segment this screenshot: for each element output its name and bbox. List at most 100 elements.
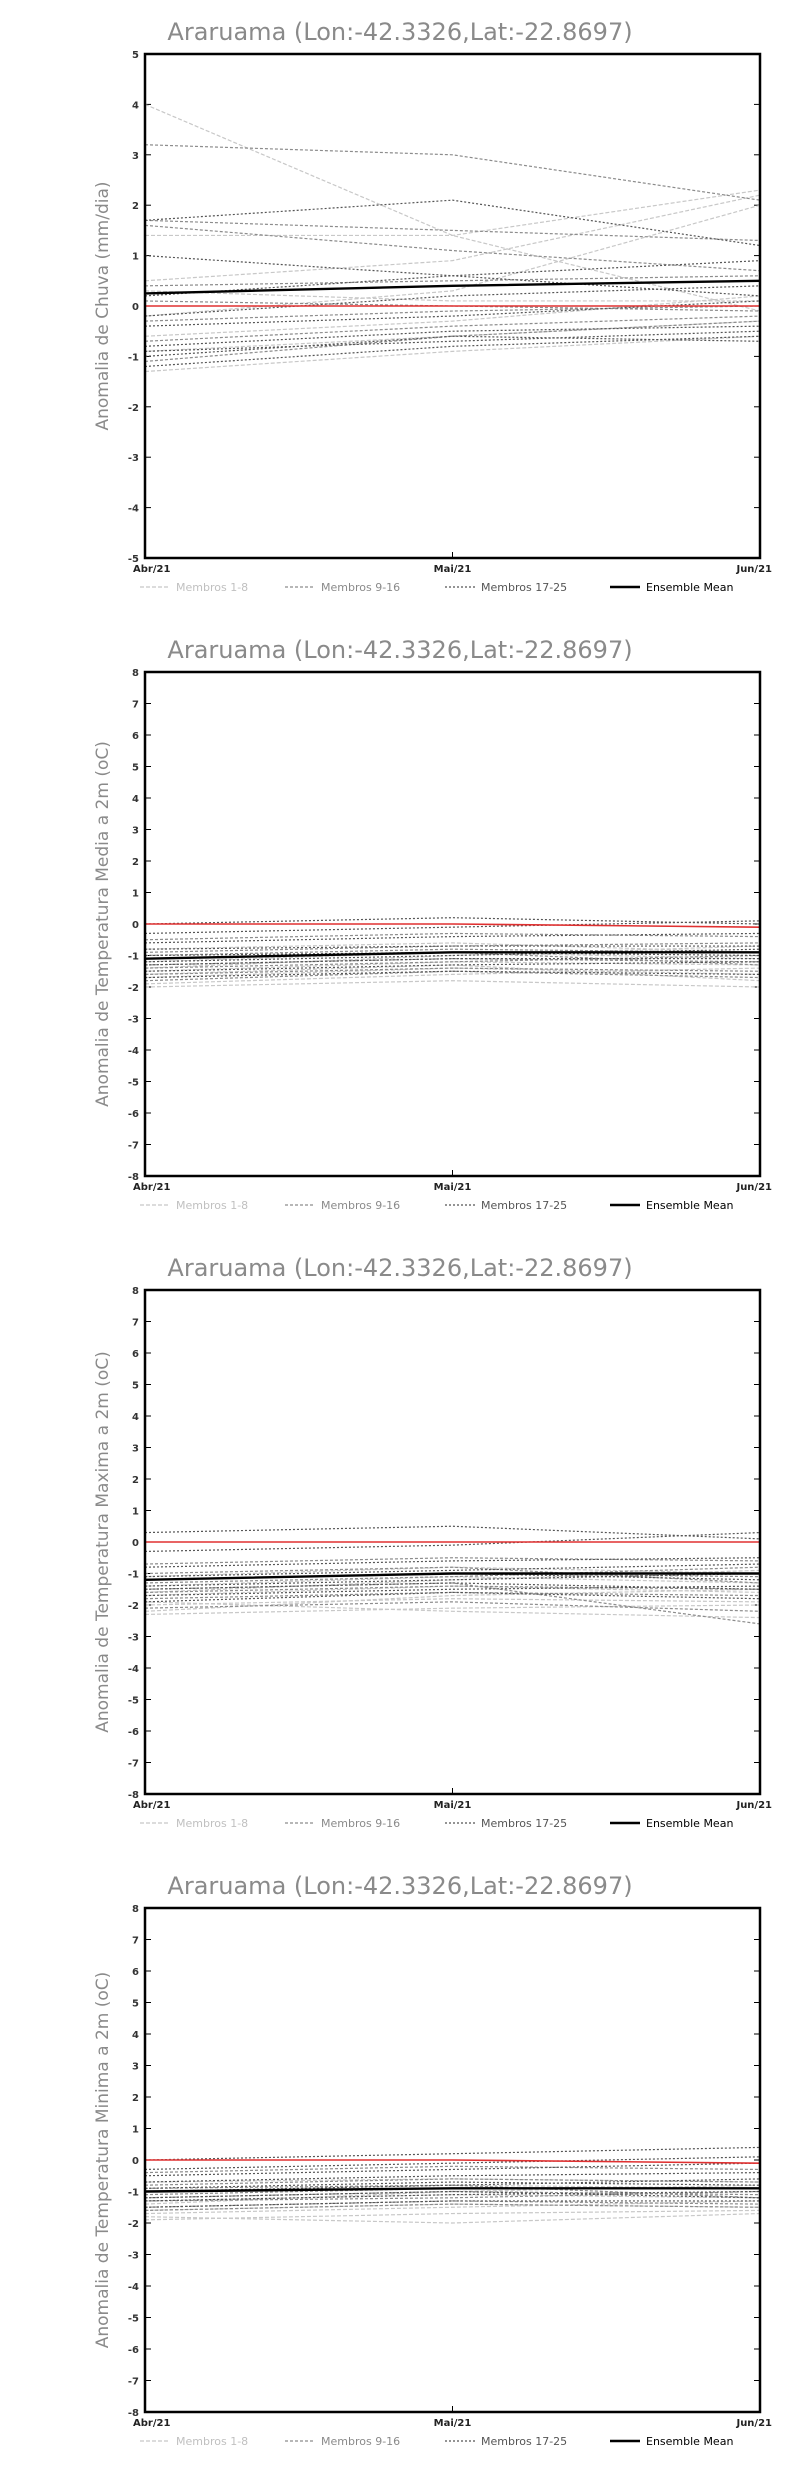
series-line-members-17-25	[144, 945, 760, 950]
y-tick-label: 0	[132, 2156, 139, 2167]
series-line-members-9-16	[144, 2184, 761, 2199]
series-line-members-17-25	[144, 2162, 761, 2177]
series-line-members-9-16	[144, 305, 761, 322]
series-line-members-17-25	[144, 300, 761, 327]
y-tick-label: 8	[132, 1904, 139, 1915]
series-line-members-17-25	[144, 260, 761, 297]
series-line-members-17-25	[144, 1591, 761, 1603]
series-line-members-17-25	[144, 285, 761, 317]
series-line-members-9-16	[144, 2203, 761, 2211]
y-tick-label: -6	[128, 1727, 139, 1738]
y-tick-label: 5	[132, 1381, 139, 1392]
y-tick-label: 7	[132, 1936, 139, 1947]
series-line-members-17-25	[144, 199, 761, 247]
y-tick-label: -4	[128, 1664, 139, 1675]
series-line-members-9-16	[144, 954, 761, 969]
legend-label-members-1-8: Membros 1-8	[176, 1199, 248, 1212]
series-line-members-17-25	[144, 1531, 761, 1553]
series-line-members-17-25	[144, 1582, 761, 1590]
x-tick-label: Jun/21	[735, 564, 772, 575]
series-line-members-17-25	[144, 932, 761, 944]
chart-panel-1: Araruama (Lon:-42.3326,Lat:-22.8697) Anom…	[93, 18, 772, 594]
y-tick-label: 2	[132, 857, 139, 868]
y-tick-label: -5	[128, 2314, 139, 2325]
series-line-members-1-8	[144, 204, 761, 317]
y-tick-label: 4	[132, 100, 139, 111]
series-line-members-17-25	[144, 2172, 761, 2183]
ensemble-mean-line	[144, 951, 760, 960]
y-tick-label: 4	[132, 2030, 139, 2041]
series-line-members-1-8	[144, 2209, 761, 2221]
chart-title: Araruama (Lon:-42.3326,Lat:-22.8697)	[167, 636, 632, 664]
y-tick-label: 0	[132, 920, 139, 931]
y-tick-label: 6	[132, 1967, 139, 1978]
legend-label-members-1-8: Membros 1-8	[176, 2435, 248, 2448]
y-tick-label: -7	[128, 1141, 139, 1152]
series-line-members-17-25	[144, 970, 761, 979]
y-tick-label: -6	[128, 1109, 139, 1120]
y-tick-label: 1	[132, 889, 139, 900]
x-tick-label: Jun/21	[735, 1182, 772, 1193]
series-line-members-17-25	[144, 325, 761, 347]
series-line-members-1-8	[144, 1601, 761, 1619]
x-tick-label: Mai/21	[434, 1182, 472, 1193]
x-tick-label: Mai/21	[434, 1800, 472, 1811]
y-tick-label: 0	[132, 302, 139, 313]
y-tick-label: 3	[132, 151, 139, 162]
y-axis-label: Anomalia de Chuva (mm/dia)	[93, 181, 113, 430]
series-line-members-1-8	[144, 2194, 761, 2202]
x-tick-label: Abr/21	[133, 564, 170, 575]
y-tick-label: 6	[132, 731, 139, 742]
series-line-members-9-16	[144, 1557, 761, 1565]
series-line-members-17-25	[144, 951, 761, 957]
y-tick-label: 3	[132, 1444, 139, 1455]
series-line-members-9-16	[144, 1582, 761, 1625]
series-line-members-9-16	[144, 144, 761, 201]
y-tick-label: -2	[128, 403, 139, 414]
series-line-members-1-8	[144, 2212, 761, 2224]
chart-title: Araruama (Lon:-42.3326,Lat:-22.8697)	[167, 1254, 632, 1282]
zero-reference-line	[145, 923, 761, 928]
series-line-members-9-16	[144, 1591, 761, 1600]
legend-label-members-17-25: Membros 17-25	[481, 581, 567, 594]
y-tick-label: 8	[132, 1286, 139, 1297]
y-tick-label: -2	[128, 1601, 139, 1612]
series-line-members-17-25	[144, 917, 761, 925]
series-line-members-1-8	[144, 945, 761, 969]
y-tick-label: 1	[132, 252, 139, 263]
y-tick-label: -5	[128, 1078, 139, 1089]
series-line-members-1-8	[144, 103, 761, 312]
x-tick-label: Abr/21	[133, 1182, 170, 1193]
series-line-members-17-25	[144, 2200, 760, 2208]
series-line-members-1-8	[144, 1598, 761, 1606]
legend-label-members-9-16: Membros 9-16	[321, 1199, 400, 1212]
y-tick-label: 7	[132, 700, 139, 711]
ensemble-mean-line	[144, 1572, 760, 1581]
series-line-members-17-25	[144, 330, 761, 352]
series-line-members-9-16	[144, 219, 761, 242]
chart-panel-4: Araruama (Lon:-42.3326,Lat:-22.8697) Anom…	[93, 1872, 772, 2448]
x-tick-label: Jun/21	[735, 2418, 772, 2429]
series-line-members-9-16	[144, 970, 761, 982]
series-line-members-17-25	[144, 1572, 761, 1581]
series-line-members-9-16	[144, 942, 761, 953]
y-tick-label: 1	[132, 2125, 139, 2136]
x-tick-label: Mai/21	[434, 564, 472, 575]
y-tick-label: -3	[128, 1015, 139, 1026]
series-line-members-17-25	[144, 335, 761, 357]
series-line-members-1-8	[145, 189, 761, 237]
y-tick-label: -1	[128, 352, 139, 363]
y-tick-label: 5	[132, 50, 139, 61]
y-tick-label: 4	[132, 794, 139, 805]
y-tick-label: -1	[128, 952, 139, 963]
y-axis-label: Anomalia de Temperatura Media a 2m (oC)	[93, 741, 113, 1107]
series-line-members-17-25	[144, 920, 761, 935]
y-tick-label: -7	[128, 2377, 139, 2388]
y-tick-label: -3	[128, 1633, 139, 1644]
y-tick-label: -3	[128, 453, 139, 464]
legend-label-ensemble-mean: Ensemble Mean	[646, 1199, 733, 1212]
chart-panel-2: Araruama (Lon:-42.3326,Lat:-22.8697) Anom…	[93, 636, 772, 1212]
y-tick-label: 0	[132, 1538, 139, 1549]
series-line-members-17-25	[144, 2181, 761, 2189]
